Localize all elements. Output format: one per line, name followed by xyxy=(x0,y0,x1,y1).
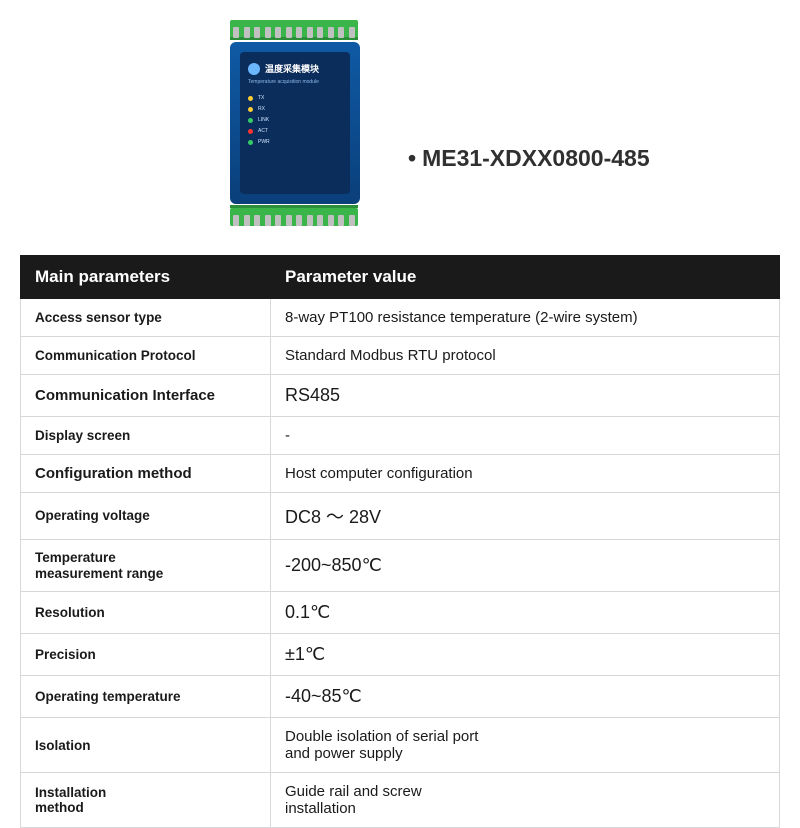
param-value-cell: RS485 xyxy=(271,375,780,417)
device-leds: TX RX LINK ACT PWR xyxy=(248,95,342,145)
param-value-cell: ±1℃ xyxy=(271,634,780,676)
param-value-cell: -40~85℃ xyxy=(271,676,780,718)
table-row: Communication ProtocolStandard Modbus RT… xyxy=(21,337,780,375)
table-row: Access sensor type8-way PT100 resistance… xyxy=(21,299,780,337)
param-value-cell: Standard Modbus RTU protocol xyxy=(271,337,780,375)
param-name-cell: Operating temperature xyxy=(21,676,271,718)
terminal-pin xyxy=(328,215,334,226)
param-name-cell: Operating voltage xyxy=(21,493,271,540)
param-name-cell: Precision xyxy=(21,634,271,676)
spec-header-param: Main parameters xyxy=(21,256,271,299)
table-row: InstallationmethodGuide rail and screwin… xyxy=(21,773,780,828)
table-row: Temperaturemeasurement range-200~850℃ xyxy=(21,540,780,592)
terminal-pin xyxy=(254,27,260,38)
led-label: ACT xyxy=(258,128,268,134)
led-row: PWR xyxy=(248,139,342,145)
param-name-cell: Configuration method xyxy=(21,455,271,493)
terminal-pin xyxy=(275,215,281,226)
led-row: ACT xyxy=(248,128,342,134)
param-value-cell: DC8 ～ 28V xyxy=(271,493,780,540)
led-label: TX xyxy=(258,95,264,101)
table-row: IsolationDouble isolation of serial port… xyxy=(21,718,780,773)
terminal-block-bottom xyxy=(230,208,358,226)
param-name-cell: Communication Protocol xyxy=(21,337,271,375)
param-name-cell: Resolution xyxy=(21,592,271,634)
param-value-cell: Guide rail and screwinstallation xyxy=(271,773,780,828)
product-title-text: ME31-XDXX0800-485 xyxy=(422,145,650,171)
device-logo-cn: 温度采集模块 xyxy=(265,62,319,75)
terminal-pin xyxy=(317,27,323,38)
device-illustration: 温度采集模块 Temperature acquisition module TX… xyxy=(230,20,360,226)
terminal-pin xyxy=(244,27,250,38)
led-label: PWR xyxy=(258,139,270,145)
terminal-pin xyxy=(265,215,271,226)
table-row: Display screen- xyxy=(21,417,780,455)
param-name-cell: Communication Interface xyxy=(21,375,271,417)
logo-icon xyxy=(248,63,260,75)
led-label: LINK xyxy=(258,117,269,123)
terminal-pin xyxy=(265,27,271,38)
terminal-pin xyxy=(244,215,250,226)
terminal-pin xyxy=(349,215,355,226)
spec-header-value: Parameter value xyxy=(271,256,780,299)
param-name-cell: Access sensor type xyxy=(21,299,271,337)
param-name-cell: Temperaturemeasurement range xyxy=(21,540,271,592)
terminal-pin xyxy=(296,215,302,226)
param-value-cell: -200~850℃ xyxy=(271,540,780,592)
table-row: Communication InterfaceRS485 xyxy=(21,375,780,417)
product-title: •ME31-XDXX0800-485 xyxy=(408,145,650,172)
led-dot xyxy=(248,118,253,123)
led-label: RX xyxy=(258,106,265,112)
terminal-pin xyxy=(286,215,292,226)
top-area: 温度采集模块 Temperature acquisition module TX… xyxy=(0,0,800,255)
param-name-cell: Installationmethod xyxy=(21,773,271,828)
table-row: Operating temperature-40~85℃ xyxy=(21,676,780,718)
terminal-pin xyxy=(296,27,302,38)
led-dot xyxy=(248,107,253,112)
terminal-pin xyxy=(349,27,355,38)
table-row: Configuration methodHost computer config… xyxy=(21,455,780,493)
led-dot xyxy=(248,129,253,134)
table-row: Precision±1℃ xyxy=(21,634,780,676)
param-value-cell: Host computer configuration xyxy=(271,455,780,493)
terminal-pin xyxy=(233,27,239,38)
param-value-cell: - xyxy=(271,417,780,455)
spec-table-header-row: Main parameters Parameter value xyxy=(21,256,780,299)
device-logo-sub: Temperature acquisition module xyxy=(248,79,342,85)
param-value-cell: Double isolation of serial portand power… xyxy=(271,718,780,773)
bullet-icon: • xyxy=(408,145,416,171)
led-dot xyxy=(248,140,253,145)
device-body: 温度采集模块 Temperature acquisition module TX… xyxy=(230,42,360,204)
terminal-pin xyxy=(254,215,260,226)
terminal-pin xyxy=(338,215,344,226)
spec-table: Main parameters Parameter value Access s… xyxy=(20,255,780,828)
table-row: Operating voltageDC8 ～ 28V xyxy=(21,493,780,540)
param-name-cell: Isolation xyxy=(21,718,271,773)
terminal-pin xyxy=(338,27,344,38)
terminal-block-top xyxy=(230,20,358,38)
device-logo: 温度采集模块 xyxy=(248,62,342,75)
led-row: RX xyxy=(248,106,342,112)
led-row: LINK xyxy=(248,117,342,123)
led-dot xyxy=(248,96,253,101)
terminal-pin xyxy=(275,27,281,38)
terminal-pin xyxy=(286,27,292,38)
terminal-pin xyxy=(307,27,313,38)
led-row: TX xyxy=(248,95,342,101)
param-name-cell: Display screen xyxy=(21,417,271,455)
terminal-pin xyxy=(328,27,334,38)
terminal-pin xyxy=(307,215,313,226)
table-row: Resolution0.1℃ xyxy=(21,592,780,634)
param-value-cell: 0.1℃ xyxy=(271,592,780,634)
param-value-cell: 8-way PT100 resistance temperature (2-wi… xyxy=(271,299,780,337)
terminal-pin xyxy=(233,215,239,226)
terminal-pin xyxy=(317,215,323,226)
